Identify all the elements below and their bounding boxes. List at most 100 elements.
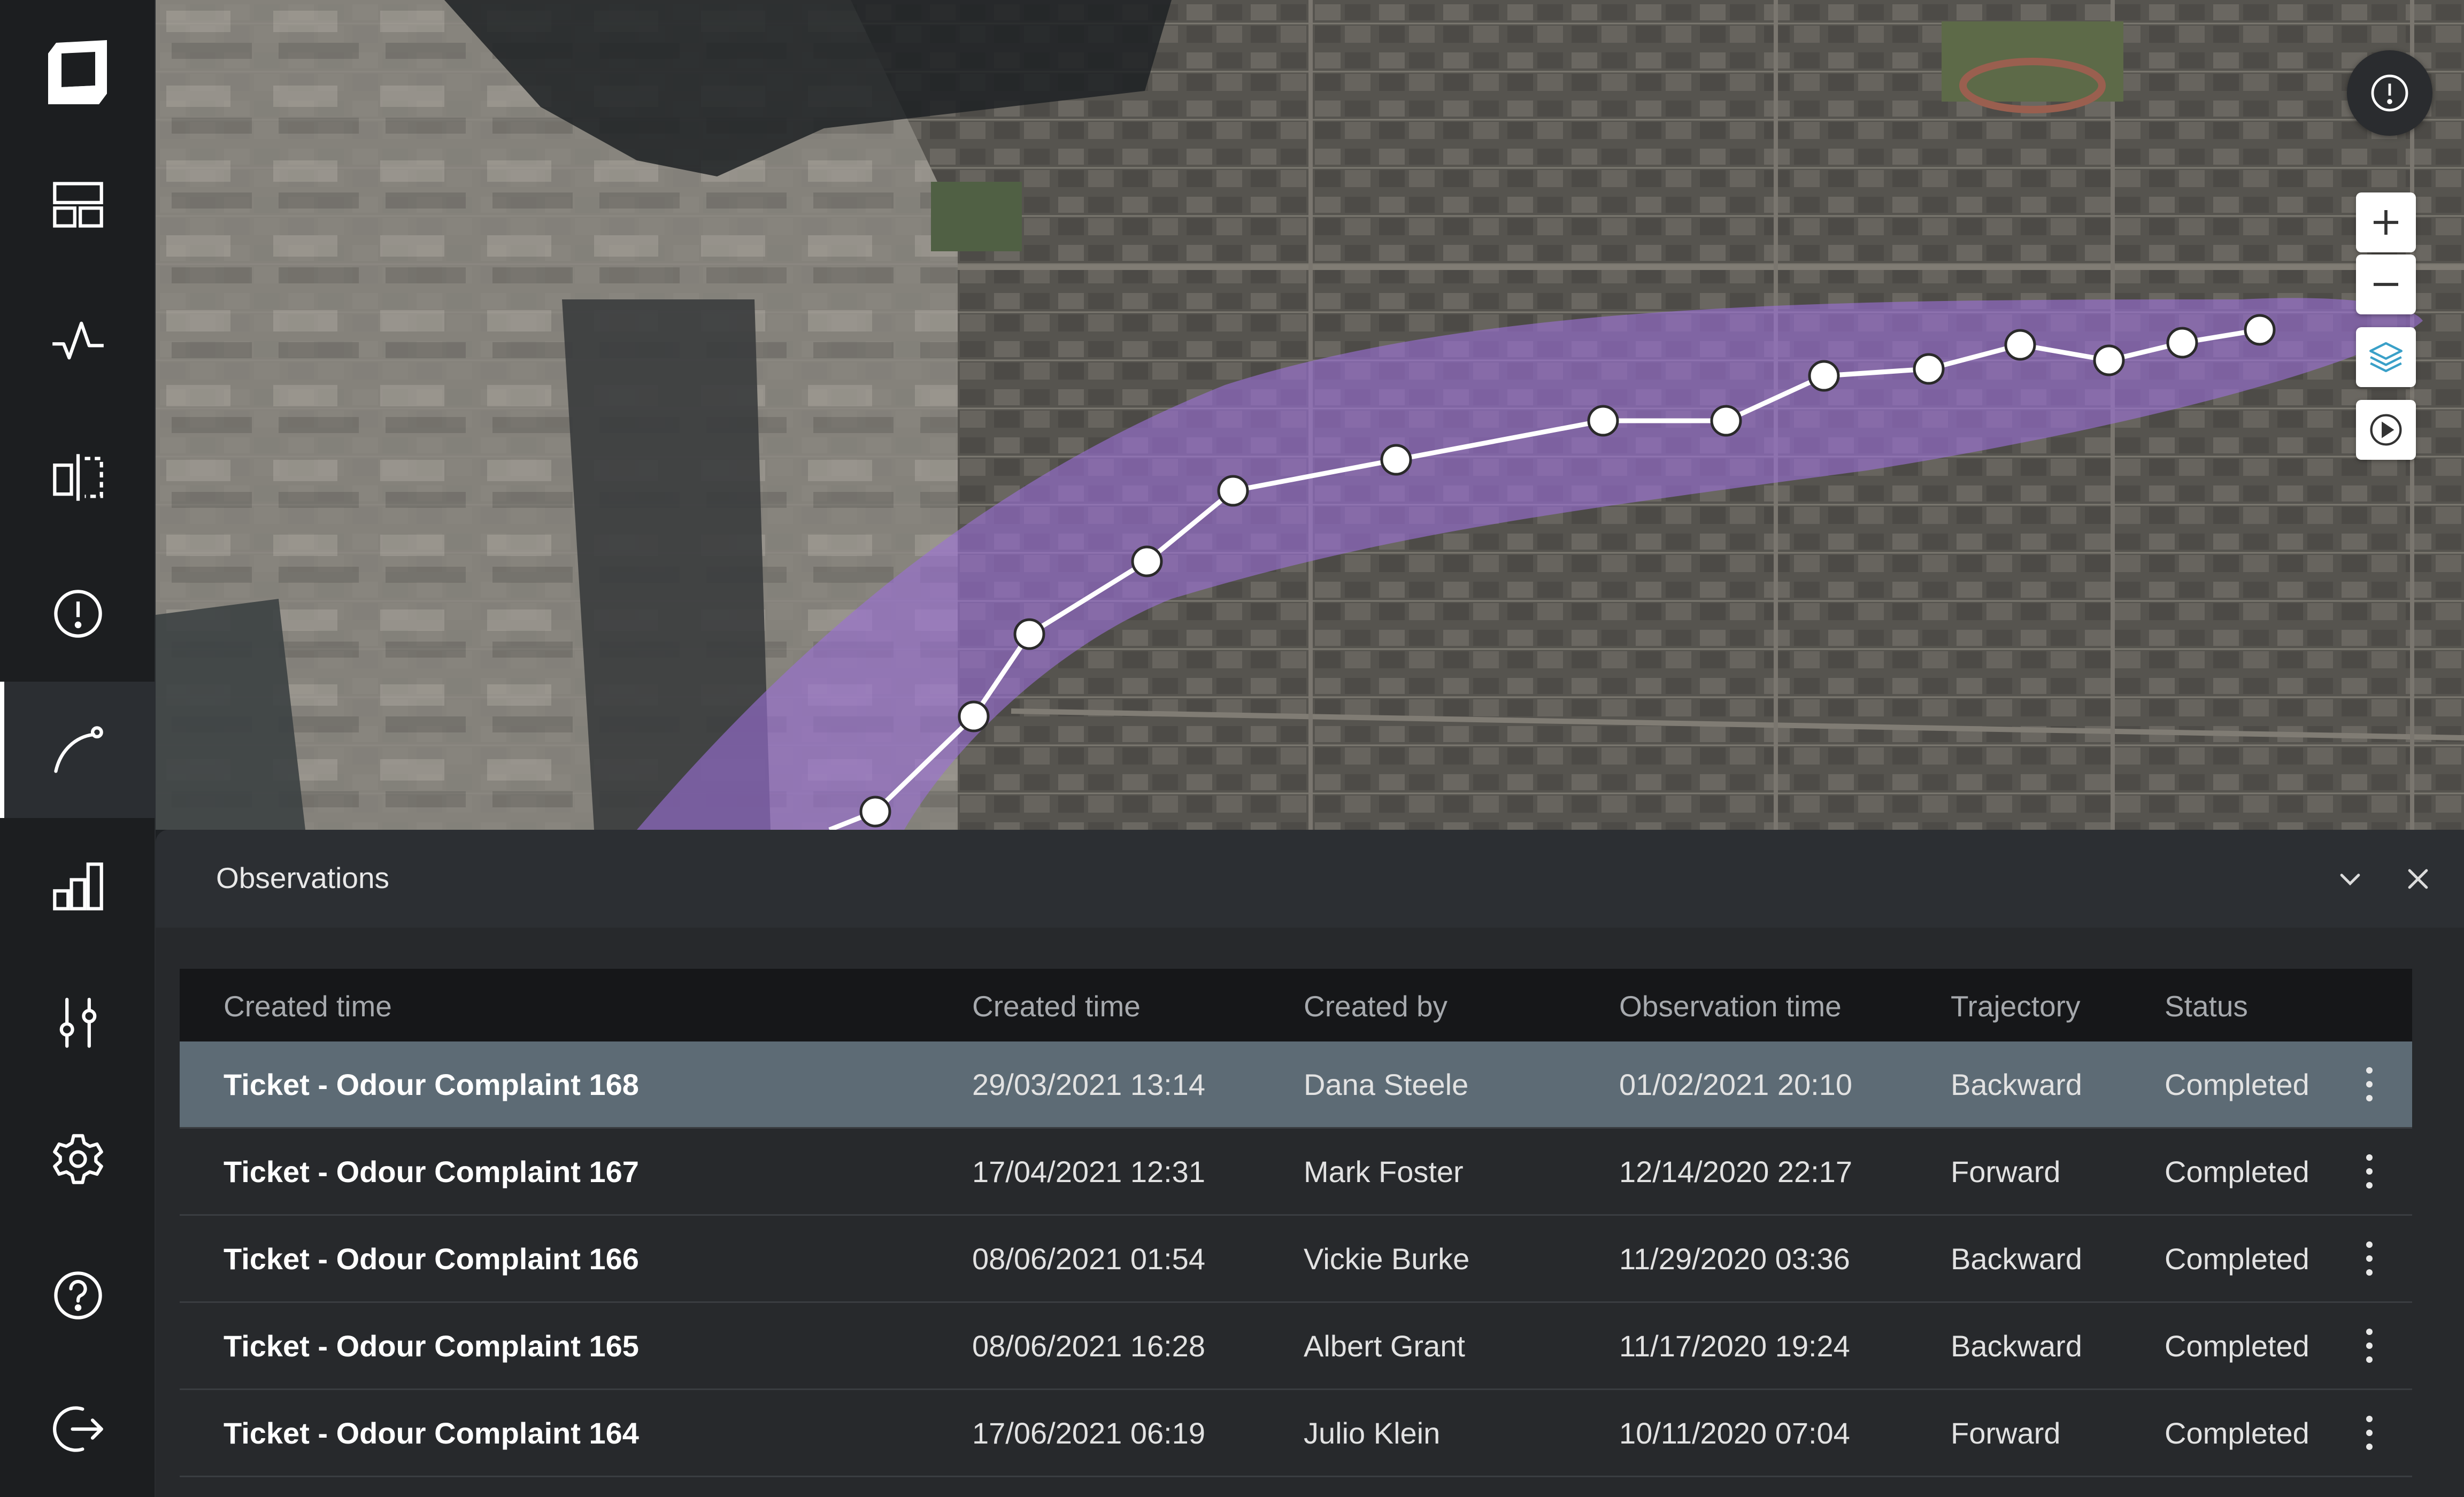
row-trajectory: Forward xyxy=(1951,1155,2061,1189)
trajectory-point[interactable] xyxy=(1380,444,1412,476)
row-created-time: 17/06/2021 06:19 xyxy=(972,1416,1205,1450)
row-status: Completed xyxy=(2165,1242,2309,1276)
app-logo[interactable] xyxy=(37,29,118,110)
column-header-status[interactable]: Status xyxy=(2165,990,2248,1023)
layers-icon xyxy=(2369,342,2403,373)
row-created-time: 29/03/2021 13:14 xyxy=(972,1068,1205,1101)
row-created-time: 17/04/2021 12:31 xyxy=(972,1155,1205,1189)
sidebar-item-activity[interactable] xyxy=(0,273,156,409)
observations-table: Created time Created time Created by Obs… xyxy=(180,969,2412,1477)
zoom-out-icon xyxy=(2373,283,2399,286)
table-row[interactable]: Ticket - Odour Complaint 166 08/06/2021 … xyxy=(180,1216,2412,1303)
play-button[interactable] xyxy=(2356,400,2416,460)
row-observation-time: 11/17/2020 19:24 xyxy=(1619,1329,1850,1363)
row-created-by: Mark Foster xyxy=(1304,1155,1464,1189)
bar-chart-icon xyxy=(52,862,103,910)
column-header-name[interactable]: Created time xyxy=(224,990,392,1023)
trajectory-point[interactable] xyxy=(1013,618,1045,650)
sliders-icon xyxy=(59,997,96,1048)
gear-icon xyxy=(52,1133,103,1184)
trajectory-point[interactable] xyxy=(2166,327,2198,359)
zoom-in-button[interactable] xyxy=(2356,192,2416,252)
satellite-map[interactable] xyxy=(156,0,2464,830)
row-created-by: Dana Steele xyxy=(1304,1068,1469,1101)
trajectory-path xyxy=(828,314,2276,830)
row-name: Ticket - Odour Complaint 167 xyxy=(224,1155,639,1189)
sidebar-item-settings[interactable] xyxy=(0,1091,156,1227)
chevron-down-icon[interactable] xyxy=(2331,860,2369,898)
row-status: Completed xyxy=(2165,1329,2309,1363)
column-header-observation-time[interactable]: Observation time xyxy=(1619,990,1842,1023)
table-row[interactable]: Ticket - Odour Complaint 167 17/04/2021 … xyxy=(180,1129,2412,1216)
map-alert-button[interactable] xyxy=(2347,50,2432,136)
trajectory-point[interactable] xyxy=(1217,475,1249,507)
sidebar-item-dashboard[interactable] xyxy=(0,136,156,273)
alert-circle-icon xyxy=(53,589,102,638)
row-observation-time: 11/29/2020 03:36 xyxy=(1619,1242,1850,1276)
row-name: Ticket - Odour Complaint 168 xyxy=(224,1068,639,1101)
row-trajectory: Backward xyxy=(1951,1242,2082,1276)
sidebar-item-controls[interactable] xyxy=(0,954,156,1091)
alert-circle-icon xyxy=(2371,74,2408,112)
table-row[interactable]: Ticket - Odour Complaint 165 08/06/2021 … xyxy=(180,1303,2412,1390)
trajectory-point[interactable] xyxy=(958,700,990,732)
table-row[interactable]: Ticket - Odour Complaint 164 17/06/2021 … xyxy=(180,1390,2412,1477)
more-options-icon[interactable] xyxy=(2361,1411,2377,1454)
row-observation-time: 12/14/2020 22:17 xyxy=(1619,1155,1852,1189)
panel-title: Observations xyxy=(216,861,390,894)
map-view[interactable] xyxy=(156,0,2464,830)
row-status: Completed xyxy=(2165,1416,2309,1450)
compare-icon xyxy=(52,453,103,501)
trajectory-point[interactable] xyxy=(1913,353,1945,385)
column-header-created-time[interactable]: Created time xyxy=(972,990,1141,1023)
trajectory-point[interactable] xyxy=(2004,329,2036,361)
trajectory-point[interactable] xyxy=(1808,360,1840,392)
trajectory-point[interactable] xyxy=(1710,405,1742,437)
row-status: Completed xyxy=(2165,1155,2309,1189)
column-header-trajectory[interactable]: Trajectory xyxy=(1951,990,2081,1023)
table-row[interactable]: Ticket - Odour Complaint 168 29/03/2021 … xyxy=(180,1041,2412,1129)
trajectory-point[interactable] xyxy=(1587,405,1619,437)
trajectory-point[interactable] xyxy=(859,796,891,828)
row-observation-time: 01/02/2021 20:10 xyxy=(1619,1068,1852,1101)
table-header: Created time Created time Created by Obs… xyxy=(180,969,2412,1041)
more-options-icon[interactable] xyxy=(2361,1237,2377,1280)
zoom-out-button[interactable] xyxy=(2356,254,2416,314)
trajectory-point[interactable] xyxy=(1131,545,1163,577)
row-trajectory: Backward xyxy=(1951,1329,2082,1363)
more-options-icon[interactable] xyxy=(2361,1324,2377,1367)
layers-button[interactable] xyxy=(2356,327,2416,387)
trajectory-point[interactable] xyxy=(2244,314,2276,346)
logout-icon xyxy=(52,1406,103,1452)
panel-header: Observations xyxy=(156,830,2464,928)
row-created-time: 08/06/2021 16:28 xyxy=(972,1329,1205,1363)
sidebar-item-help[interactable] xyxy=(0,1227,156,1363)
more-options-icon[interactable] xyxy=(2361,1063,2377,1106)
play-icon xyxy=(2370,414,2402,446)
row-trajectory: Backward xyxy=(1951,1068,2082,1101)
help-icon xyxy=(53,1271,102,1319)
row-observation-time: 10/11/2020 07:04 xyxy=(1619,1416,1850,1450)
row-name: Ticket - Odour Complaint 164 xyxy=(224,1416,639,1450)
row-created-by: Julio Klein xyxy=(1304,1416,1441,1450)
row-created-time: 08/06/2021 01:54 xyxy=(972,1242,1205,1276)
close-icon[interactable] xyxy=(2399,860,2437,898)
trajectory-point[interactable] xyxy=(2093,344,2125,376)
sidebar-item-analytics[interactable] xyxy=(0,818,156,954)
dashboard-icon xyxy=(52,181,103,228)
row-created-by: Albert Grant xyxy=(1304,1329,1465,1363)
trajectory-icon xyxy=(53,726,103,773)
row-name: Ticket - Odour Complaint 165 xyxy=(224,1329,639,1363)
row-trajectory: Forward xyxy=(1951,1416,2061,1450)
sidebar-item-trajectory[interactable] xyxy=(0,682,156,818)
more-options-icon[interactable] xyxy=(2361,1150,2377,1193)
row-name: Ticket - Odour Complaint 166 xyxy=(224,1242,639,1276)
sidebar-item-logout[interactable] xyxy=(0,1361,156,1497)
row-created-by: Vickie Burke xyxy=(1304,1242,1470,1276)
sidebar-item-alerts[interactable] xyxy=(0,545,156,682)
observations-panel: Observations Created time Created time C… xyxy=(156,830,2464,1497)
trajectory-plume xyxy=(637,298,2423,830)
zoom-in-icon xyxy=(2373,210,2399,235)
column-header-created-by[interactable]: Created by xyxy=(1304,990,1448,1023)
sidebar-item-compare[interactable] xyxy=(0,409,156,545)
